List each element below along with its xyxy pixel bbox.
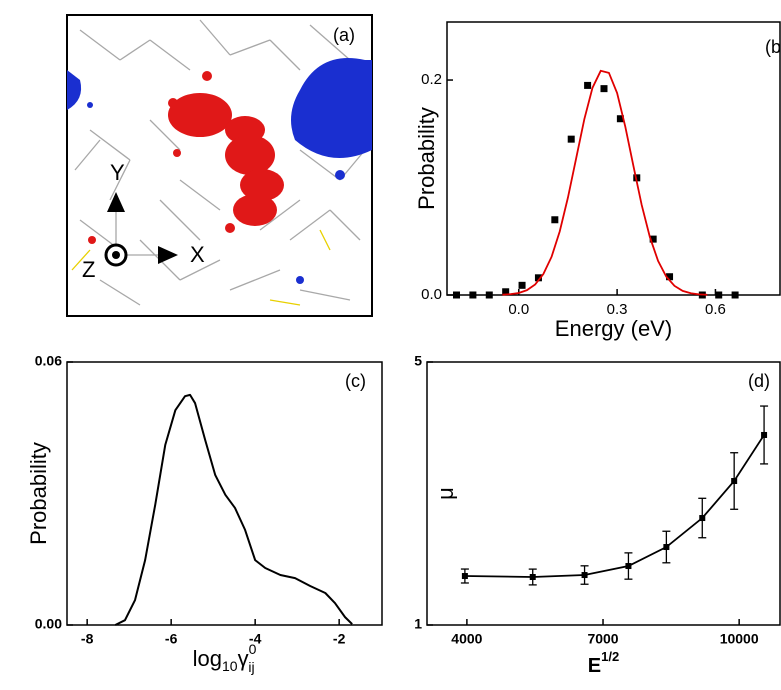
data-point [715,292,722,299]
x-tick-label: -6 [165,631,178,647]
data-point [551,216,558,223]
panel-label: (c) [345,371,366,391]
data-point [486,292,493,299]
x-tick-label: -8 [81,631,94,647]
panel-label: (a) [333,25,355,45]
plot-frame [427,362,780,625]
data-point [663,544,669,550]
fit-line [502,71,707,295]
x-axis-label-part: ij [248,659,254,675]
x-axis-label-part: 0 [249,641,257,657]
y-axis-label: Probability [414,107,439,210]
x-axis-label-part: 10 [222,658,238,674]
panel-label: (b) [765,37,781,57]
x-axis-label-part: E [588,655,601,677]
data-point [699,515,705,521]
x-axis-label-part: 1/2 [601,649,619,664]
distribution-line [115,395,352,625]
axis-name: Y [110,160,125,185]
y-tick-label: 0.2 [421,71,442,88]
plot-frame [447,22,780,295]
data-point [469,292,476,299]
data-point [625,563,631,569]
y-tick-label: 0.00 [35,616,62,632]
x-tick-label: 4000 [451,631,482,647]
data-point [462,573,468,579]
trend-line [465,435,764,577]
data-point [600,85,607,92]
data-point [453,292,460,299]
data-point [519,282,526,289]
y-tick-label: 1 [414,616,422,632]
data-point [584,82,591,89]
x-tick-label: 0.6 [705,301,726,318]
figure: X Y Z (a) 0.00.30.60.00.2(b)ProbabilityE… [0,0,781,690]
data-point [582,572,588,578]
data-point [731,478,737,484]
x-axis-label: E1/2 [588,649,619,677]
x-axis-label: log10γ0 ij [193,641,257,675]
y-tick-label: 5 [414,353,422,369]
panel-label: (d) [748,371,770,391]
axis-name: X [190,242,205,267]
x-axis-label-part: log [193,646,222,671]
axis-name: Z [82,257,95,282]
x-tick-label: -2 [333,631,346,647]
y-tick-label: 0.0 [421,286,442,303]
y-axis-label: μ [433,487,458,500]
data-point [568,136,575,143]
x-axis-label: Energy (eV) [555,316,672,341]
x-axis-label-part: γ [238,646,249,671]
x-tick-label: 7000 [587,631,618,647]
data-point [530,574,536,580]
data-point [732,292,739,299]
x-tick-label: 0.0 [508,301,529,318]
data-point [761,432,767,438]
x-tick-label: 10000 [720,631,759,647]
y-tick-label: 0.06 [35,353,62,369]
y-axis-label: Probability [26,442,51,545]
